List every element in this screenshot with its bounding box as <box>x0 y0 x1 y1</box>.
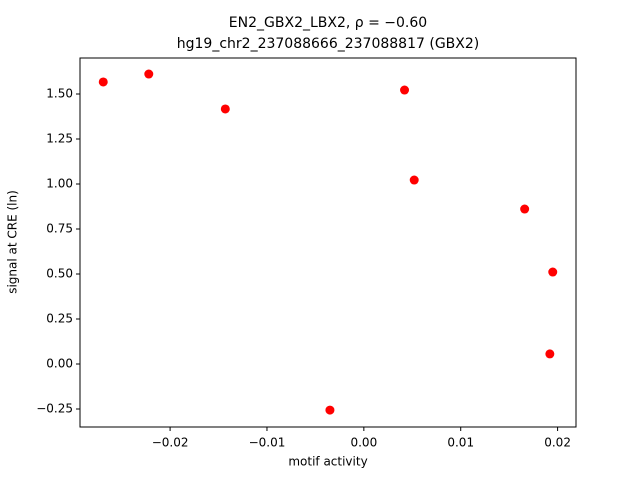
chart-subtitle: hg19_chr2_237088666_237088817 (GBX2) <box>177 36 479 52</box>
x-tick-label: −0.01 <box>249 436 286 450</box>
x-axis-label: motif activity <box>288 455 367 469</box>
y-tick-label: 1.00 <box>46 177 73 191</box>
x-tick-label: 0.00 <box>350 436 377 450</box>
point <box>144 69 154 79</box>
point <box>220 104 230 114</box>
y-tick-label: 0.25 <box>46 312 73 326</box>
y-axis-label: signal at CRE (ln) <box>6 190 20 294</box>
y-tick-label: 1.50 <box>46 87 73 101</box>
point <box>98 77 108 87</box>
plot-frame <box>79 57 577 428</box>
point <box>400 85 410 95</box>
point <box>520 204 530 214</box>
point <box>325 405 335 415</box>
y-tick-label: 0.00 <box>46 357 73 371</box>
x-tick-label: 0.01 <box>447 436 474 450</box>
y-tick-label: 1.25 <box>46 132 73 146</box>
y-tick-label: −0.25 <box>36 402 73 416</box>
y-tick-label: 0.50 <box>46 267 73 281</box>
point <box>548 267 558 277</box>
y-tick-label: 0.75 <box>46 222 73 236</box>
point <box>409 175 419 185</box>
x-tick-label: 0.02 <box>544 436 571 450</box>
x-tick-label: −0.02 <box>152 436 189 450</box>
chart-title: EN2_GBX2_LBX2, ρ = −0.60 <box>229 15 427 31</box>
point <box>545 349 555 359</box>
